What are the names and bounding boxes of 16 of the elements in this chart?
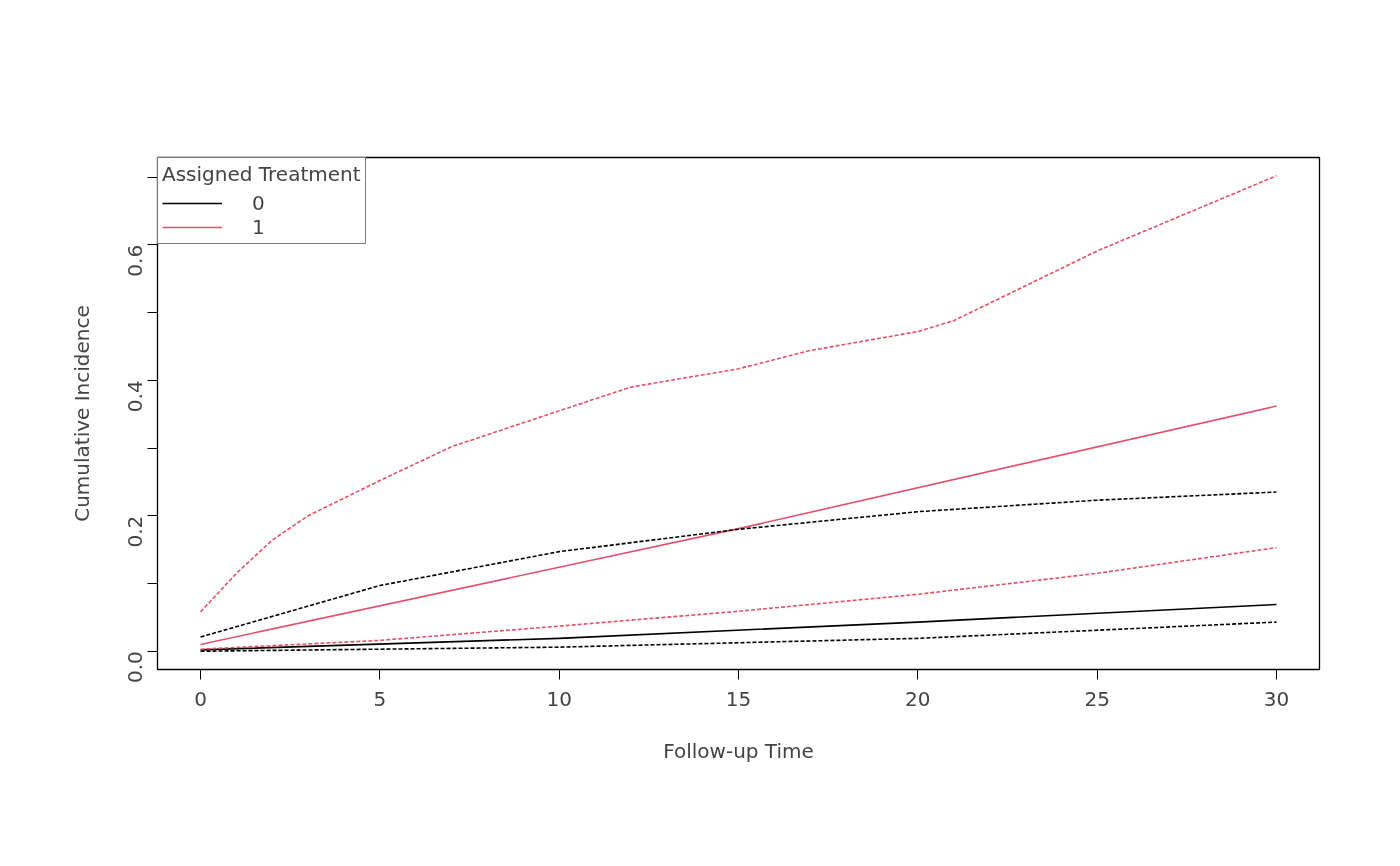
x-tick-label: 30 [1263,686,1290,711]
x-tick-label: 15 [725,686,752,711]
y-tick-label: 0.0 [123,651,148,684]
x-tick-label: 0 [194,686,207,711]
x-tick-label: 25 [1084,686,1110,711]
y-tick-label: 0.2 [123,515,148,548]
y-tick-label: 0.4 [123,380,148,413]
y-axis-title: Cumulative Incidence [69,305,94,522]
x-tick-label: 20 [905,686,931,711]
x-tick-label: 5 [373,686,387,711]
y-tick-label: 0.6 [123,244,148,277]
x-tick-label: 10 [546,686,572,711]
x-axis-title: Follow-up Time [663,738,814,763]
legend-label: 0 [252,191,266,215]
legend-label: 1 [252,215,266,239]
legend-title: Assigned Treatment [162,162,361,186]
